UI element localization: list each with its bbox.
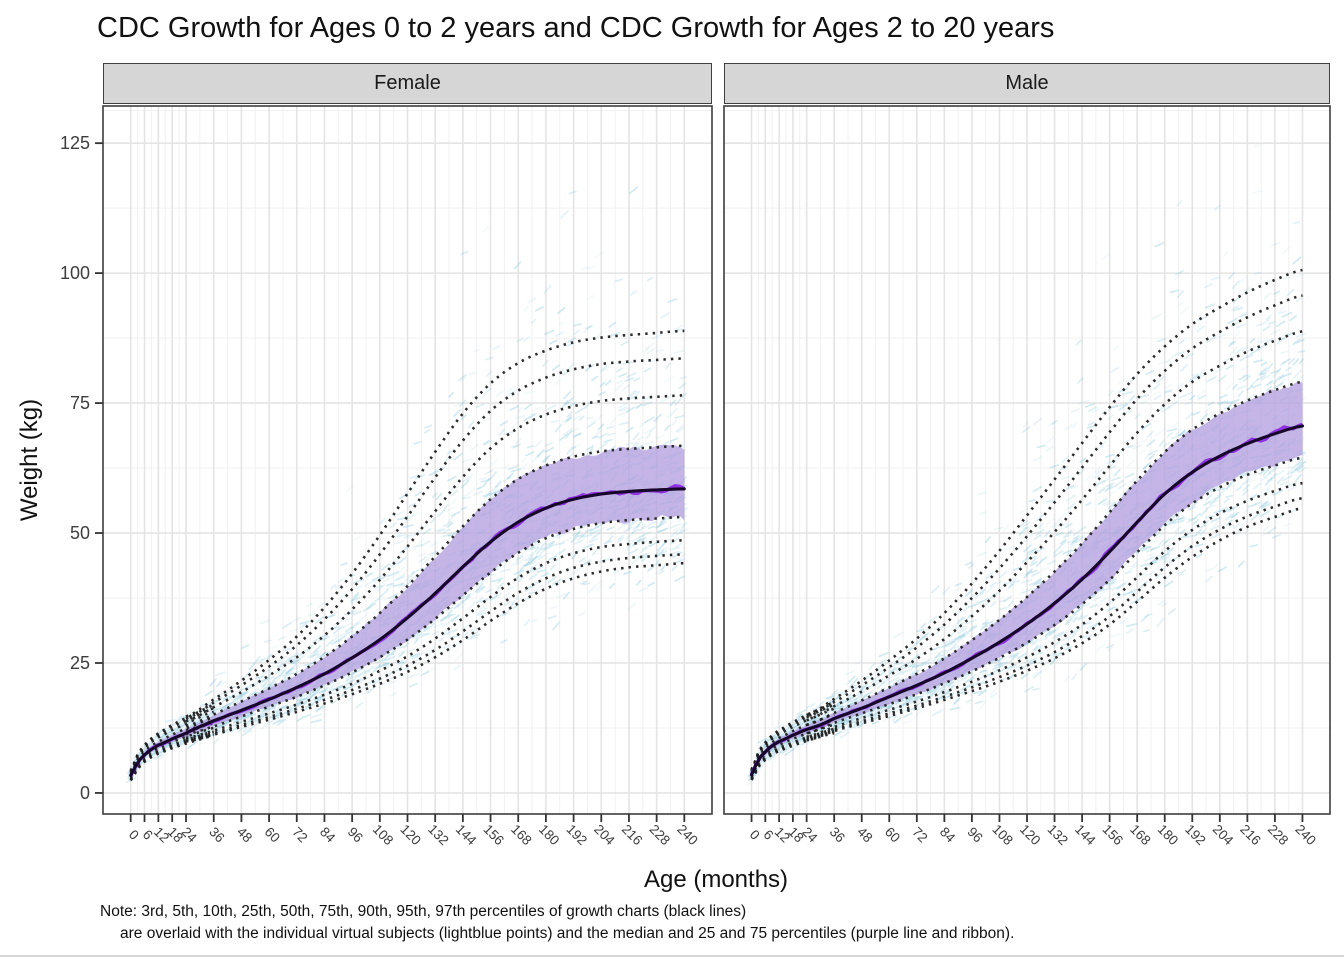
facet-strip-female: Female: [103, 63, 712, 104]
svg-text:72: 72: [909, 824, 930, 845]
svg-text:240: 240: [1292, 822, 1319, 849]
caption-note-line1: Note: 3rd, 5th, 10th, 25th, 50th, 75th, …: [100, 903, 747, 920]
plot-title: CDC Growth for Ages 0 to 2 years and CDC…: [97, 12, 1055, 44]
svg-text:96: 96: [345, 824, 366, 845]
x-axis-title: Age (months): [643, 866, 789, 893]
subject-iqr-ribbon-male: [751, 381, 1303, 777]
svg-text:72: 72: [289, 824, 310, 845]
svg-text:24: 24: [179, 824, 201, 846]
svg-text:144: 144: [1072, 822, 1099, 849]
svg-text:36: 36: [827, 824, 848, 845]
svg-text:228: 228: [647, 822, 674, 849]
svg-text:100: 100: [60, 263, 90, 283]
svg-text:168: 168: [508, 822, 535, 849]
svg-text:24: 24: [799, 824, 821, 846]
svg-text:144: 144: [453, 822, 480, 849]
svg-text:60: 60: [882, 824, 903, 845]
svg-text:0: 0: [747, 827, 763, 843]
y-axis-title: Weight (kg): [16, 398, 43, 522]
svg-text:84: 84: [317, 824, 339, 846]
gridlines-female: [103, 106, 712, 814]
svg-text:50: 50: [70, 523, 90, 543]
svg-text:0: 0: [126, 827, 142, 843]
svg-text:108: 108: [989, 822, 1016, 849]
y-axis: 0 25 50 75 100 125: [60, 133, 103, 803]
svg-text:180: 180: [536, 822, 563, 849]
svg-text:0: 0: [80, 783, 90, 803]
svg-text:48: 48: [234, 824, 255, 845]
bottom-divider: [0, 955, 1344, 957]
svg-text:120: 120: [397, 822, 424, 849]
svg-text:108: 108: [370, 822, 397, 849]
caption-note: Note: 3rd, 5th, 10th, 25th, 50th, 75th, …: [100, 901, 1014, 945]
svg-text:192: 192: [564, 822, 591, 849]
svg-text:204: 204: [591, 822, 618, 849]
svg-text:228: 228: [1265, 822, 1292, 849]
svg-text:36: 36: [206, 824, 227, 845]
svg-text:125: 125: [60, 133, 90, 153]
svg-text:25: 25: [70, 653, 90, 673]
svg-text:96: 96: [964, 824, 985, 845]
svg-text:216: 216: [1237, 822, 1264, 849]
facet-strip-female-label: Female: [374, 72, 441, 94]
svg-text:75: 75: [70, 393, 90, 413]
subject-iqr-ribbon-female: [130, 444, 685, 778]
svg-text:240: 240: [674, 822, 701, 849]
svg-text:180: 180: [1155, 822, 1182, 849]
svg-text:156: 156: [1100, 822, 1127, 849]
svg-text:168: 168: [1127, 822, 1154, 849]
svg-text:204: 204: [1210, 822, 1237, 849]
panel-female: [103, 106, 712, 814]
svg-text:84: 84: [937, 824, 959, 846]
svg-text:156: 156: [480, 822, 507, 849]
svg-text:132: 132: [425, 822, 452, 849]
svg-text:192: 192: [1182, 822, 1209, 849]
svg-text:132: 132: [1044, 822, 1071, 849]
svg-text:60: 60: [262, 824, 283, 845]
svg-text:216: 216: [619, 822, 646, 849]
caption-note-line2: are overlaid with the individual virtual…: [120, 925, 1015, 942]
panel-male: [724, 106, 1330, 814]
cdc-median-line-female: [129, 487, 686, 777]
facet-strip-male: Male: [724, 63, 1330, 104]
cdc-median-line-male: [749, 424, 1305, 777]
svg-text:48: 48: [854, 824, 875, 845]
facet-strip-male-label: Male: [1005, 72, 1049, 94]
svg-text:120: 120: [1017, 822, 1044, 849]
